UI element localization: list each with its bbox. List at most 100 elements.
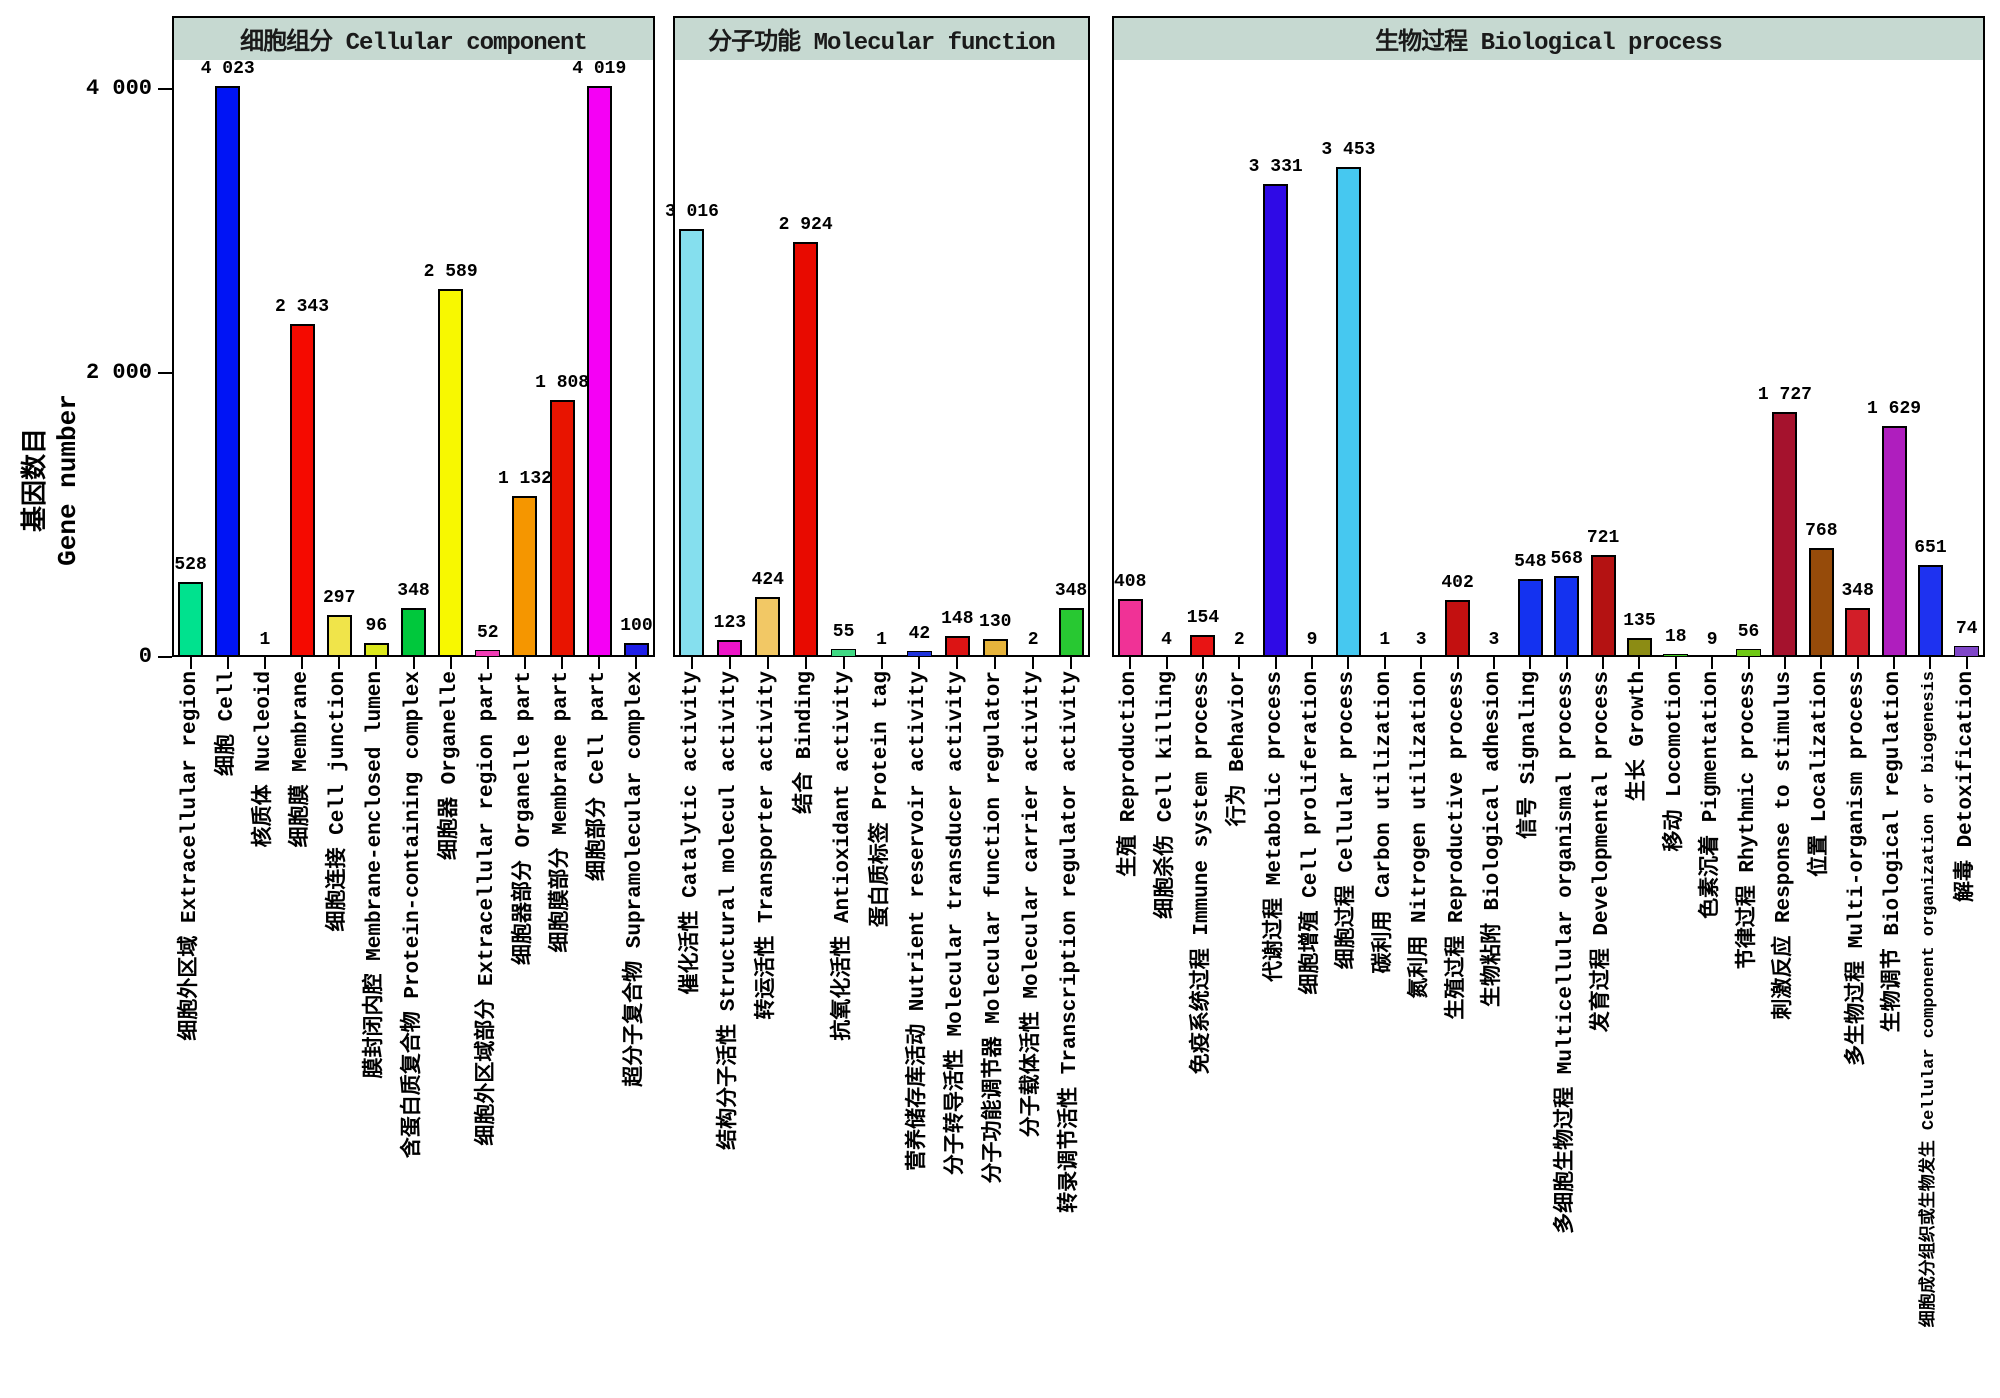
x-tick-mark — [1274, 657, 1277, 669]
x-category-label: 免疫系统过程 Immune system process — [1190, 671, 1214, 1075]
x-tick-mark — [1929, 657, 1932, 669]
bar-value-label: 424 — [751, 570, 784, 590]
x-category-label: 多细胞生物过程 Multicellular organismal process — [1554, 671, 1578, 1234]
bar-value-label: 130 — [979, 612, 1012, 632]
x-category-label: 转运活性 Transporter activity — [755, 671, 779, 1020]
bar — [438, 289, 464, 657]
x-category-label: 节律过程 Rhythmic process — [1736, 671, 1760, 970]
x-tick-mark — [1529, 657, 1532, 669]
bar — [982, 639, 1008, 657]
x-category-label: 细胞膜部分 Membrane part — [550, 671, 574, 953]
x-category-label: 多生物过程 Multi-organism process — [1845, 671, 1869, 1066]
bar-value-label: 96 — [365, 616, 388, 636]
bar-value-label: 1 629 — [1867, 399, 1922, 419]
bar — [1736, 649, 1762, 657]
panel-title: 分子功能 Molecular function — [675, 18, 1088, 60]
bar — [1881, 426, 1907, 657]
bar-value-label: 768 — [1805, 521, 1838, 541]
bar — [549, 400, 575, 657]
y-axis-title: 基因数目 Gene number — [20, 270, 84, 690]
bar-value-label: 348 — [1054, 581, 1088, 601]
bar-value-label: 55 — [832, 622, 855, 642]
x-category-label: 解毒 Detoxification — [1954, 671, 1978, 903]
bar-value-label: 1 — [259, 630, 271, 650]
x-category-label: 碳利用 Carbon utilization — [1372, 671, 1396, 974]
x-category-label: 细胞膜 Membrane — [290, 671, 314, 848]
bar — [1554, 576, 1580, 657]
y-tick-label: 2 000 — [85, 360, 152, 385]
bar — [1954, 646, 1980, 657]
x-category-label: 细胞成分组织或生物发生 Cellular component organizat… — [1920, 671, 1940, 1328]
y-tick-label: 4 000 — [85, 76, 152, 101]
x-tick-mark — [1820, 657, 1823, 669]
x-category-label: 移动 Locomotion — [1663, 671, 1687, 852]
x-tick-mark — [486, 657, 489, 669]
bar — [1845, 608, 1871, 657]
x-tick-mark — [561, 657, 564, 669]
x-tick-mark — [1965, 657, 1968, 669]
x-tick-mark — [412, 657, 415, 669]
bar — [831, 649, 857, 657]
x-category-label: 分子载体活性 Molecular carrier activity — [1021, 671, 1045, 1138]
x-category-label: 信号 Signaling — [1518, 671, 1542, 840]
bar-value-label: 1 — [876, 630, 887, 650]
y-tick-mark — [158, 372, 172, 374]
x-tick-mark — [635, 657, 638, 669]
bar-value-label: 100 — [620, 616, 653, 636]
x-tick-mark — [1456, 657, 1459, 669]
bar — [623, 643, 649, 657]
bar — [1626, 638, 1652, 657]
bar-value-label: 123 — [713, 613, 747, 633]
bar — [401, 608, 426, 657]
x-category-label: 细胞器 Organelle — [438, 671, 462, 861]
x-tick-mark — [1383, 657, 1386, 669]
x-tick-mark — [1238, 657, 1241, 669]
bar-value-label: 408 — [1113, 572, 1147, 592]
x-tick-mark — [449, 657, 452, 669]
bar-value-label: 2 — [1233, 630, 1245, 650]
panel-title: 生物过程 Biological process — [1114, 18, 1983, 60]
bar — [793, 242, 819, 657]
x-category-label: 代谢过程 Metabolic process — [1263, 671, 1287, 982]
x-tick-mark — [1747, 657, 1750, 669]
bar-value-label: 528 — [174, 555, 207, 575]
bar — [717, 640, 743, 657]
x-tick-mark — [1674, 657, 1677, 669]
bar-value-label: 3 453 — [1321, 140, 1376, 160]
y-axis-title-en: Gene number — [53, 394, 83, 566]
x-category-label: 转录调节活性 Transcription regulator activity — [1059, 671, 1083, 1213]
bar — [363, 643, 389, 657]
x-tick-mark — [1129, 657, 1132, 669]
x-tick-mark — [690, 657, 693, 669]
bar-value-label: 135 — [1623, 611, 1656, 631]
x-tick-mark — [598, 657, 601, 669]
x-category-label: 膜封闭内腔 Membrane-enclosed lumen — [364, 671, 388, 1079]
bar — [1335, 167, 1361, 657]
bar — [1590, 555, 1616, 657]
x-category-label: 生殖 Reproduction — [1118, 671, 1142, 877]
bar — [1772, 412, 1798, 657]
y-axis-title-cn: 基因数目 — [21, 428, 51, 533]
x-tick-mark — [1602, 657, 1605, 669]
bar-value-label: 4 019 — [572, 59, 627, 79]
x-category-label: 结构分子活性 Structural molecul activity — [717, 671, 741, 1150]
x-category-label: 细胞 Cell — [215, 671, 239, 777]
x-category-label: 生物粘附 Biological adhesion — [1481, 671, 1505, 1008]
bar-value-label: 2 924 — [778, 215, 833, 235]
x-tick-mark — [1492, 657, 1495, 669]
bar — [475, 650, 501, 657]
bar-value-label: 1 — [1379, 630, 1391, 650]
x-tick-mark — [956, 657, 959, 669]
x-tick-mark — [523, 657, 526, 669]
bar-value-label: 1 808 — [535, 373, 590, 393]
y-tick-mark — [158, 88, 172, 90]
bar — [1190, 635, 1216, 657]
x-tick-mark — [1783, 657, 1786, 669]
bar-value-label: 56 — [1737, 622, 1760, 642]
x-tick-mark — [226, 657, 229, 669]
bar-value-label: 52 — [476, 623, 499, 643]
bar — [944, 636, 970, 657]
x-tick-mark — [1711, 657, 1714, 669]
panel-box: 分子功能 Molecular function — [673, 16, 1090, 657]
